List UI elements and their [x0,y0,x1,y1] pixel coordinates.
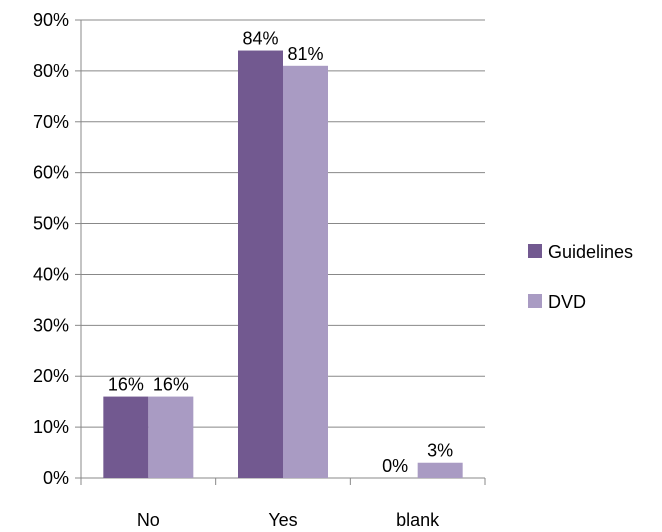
data-labels: 16% 16% 84% 81% 0% 3% [108,29,453,476]
legend-swatch [528,294,542,308]
data-label: 84% [242,29,278,49]
legend: Guidelines DVD [528,242,633,312]
x-tick-label: No [137,510,160,530]
legend-swatch [528,244,542,258]
bars [103,50,463,479]
legend-label: Guidelines [548,242,633,262]
y-tick-label: 60% [33,163,69,183]
data-label: 0% [382,456,408,476]
y-tick-label: 80% [33,61,69,81]
x-tick-label: Yes [268,510,297,530]
bar [283,65,328,479]
y-tick-label: 10% [33,417,69,437]
legend-label: DVD [548,292,586,312]
data-label: 16% [108,375,144,395]
data-label: 81% [287,44,323,64]
x-tick-label: blank [396,510,440,530]
data-label: 16% [153,375,189,395]
bar [103,396,149,478]
y-tick-label: 40% [33,264,69,284]
bar [238,50,283,479]
y-tick-label: 0% [43,468,69,488]
axes: 0% 10% 20% 30% 40% 50% 60% 70% 80% 90% No Yes blank [33,10,486,530]
y-tick-label: 70% [33,112,69,132]
data-label: 3% [427,441,453,461]
y-tick-label: 30% [33,315,69,335]
bar [148,396,194,478]
y-tick-label: 90% [33,10,69,30]
bar [417,462,463,478]
y-tick-label: 50% [33,214,69,234]
y-tick-label: 20% [33,366,69,386]
